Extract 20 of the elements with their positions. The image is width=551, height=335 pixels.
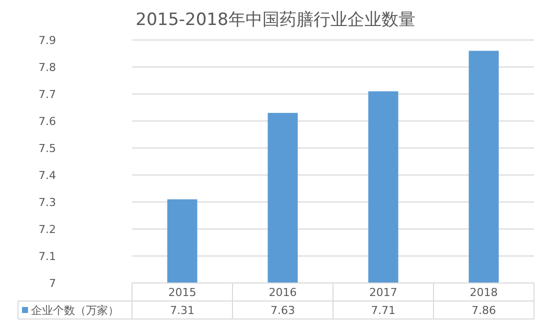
legend-label: 企业个数（万家） — [31, 304, 119, 317]
y-tick-label: 7.6 — [38, 115, 56, 128]
x-tick-label: 2015 — [168, 286, 196, 299]
y-tick-label: 7.9 — [38, 34, 56, 47]
y-tick-label: 7.8 — [38, 61, 56, 74]
y-tick-label: 7.4 — [38, 169, 56, 182]
chart-title: 2015-2018年中国药膳行业企业数量 — [136, 10, 416, 30]
y-tick-label: 7.3 — [38, 196, 56, 209]
y-tick-label: 7.2 — [38, 223, 56, 236]
data-label: 7.31 — [170, 304, 194, 317]
y-tick-label: 7.1 — [38, 250, 56, 263]
y-tick-label: 7 — [49, 277, 56, 290]
y-tick-label: 7.7 — [38, 88, 56, 101]
x-tick-label: 2017 — [369, 286, 398, 299]
y-tick-label: 7.5 — [38, 142, 56, 155]
data-label: 7.63 — [270, 304, 295, 317]
x-tick-label: 2016 — [268, 286, 297, 299]
data-label: 7.86 — [472, 304, 496, 317]
data-label: 7.71 — [371, 304, 396, 317]
x-tick-label: 2018 — [470, 286, 498, 299]
